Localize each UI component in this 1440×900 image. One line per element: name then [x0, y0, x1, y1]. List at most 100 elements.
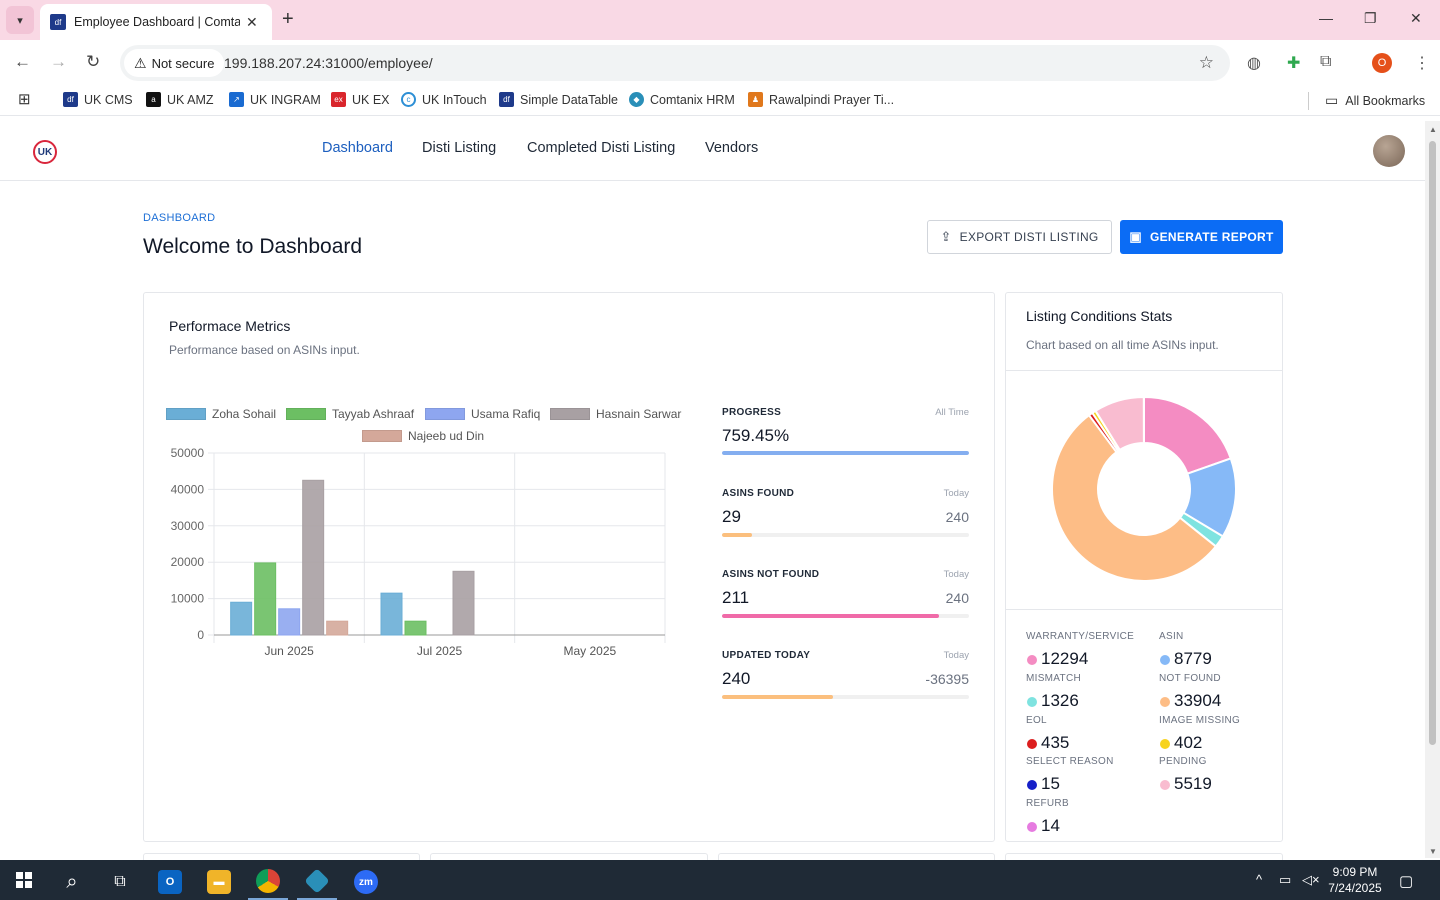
close-window-icon[interactable]: ✕: [1410, 10, 1422, 26]
bookmark-uk-ex[interactable]: ex UK EX: [331, 92, 390, 107]
stat-label-eol: EOL: [1026, 715, 1047, 726]
bookmark-comtanix-hrm[interactable]: ◆ Comtanix HRM: [629, 92, 735, 107]
legend-label: Usama Rafiq: [471, 407, 541, 421]
legend-item[interactable]: Hasnain Sarwar: [550, 407, 681, 421]
tray-chevron-up-icon[interactable]: ^: [1256, 872, 1263, 887]
legend-item[interactable]: Najeeb ud Din: [362, 429, 484, 443]
metric-target: -36395: [925, 671, 969, 687]
stat-value-refurb: 14: [1041, 816, 1060, 835]
generate-report-button[interactable]: ▣ GENERATE REPORT: [1120, 220, 1283, 254]
y-tick-label: 50000: [171, 446, 205, 460]
reload-icon[interactable]: ↻: [86, 52, 101, 71]
stat-label-refurb: REFURB: [1026, 798, 1069, 809]
metric-label: ASINS NOT FOUND: [722, 569, 820, 580]
export-disti-listing-button[interactable]: ⇪ EXPORT DISTI LISTING: [927, 220, 1112, 254]
metric-label: UPDATED TODAY: [722, 650, 811, 661]
user-avatar[interactable]: [1373, 135, 1405, 167]
profile-avatar-icon[interactable]: O: [1372, 53, 1392, 73]
legend-item[interactable]: Usama Rafiq: [425, 407, 540, 421]
extensions-puzzle-icon[interactable]: ⧉: [1320, 53, 1332, 70]
scroll-down-arrow-icon[interactable]: ▼: [1429, 847, 1437, 856]
search-icon[interactable]: ⌕: [66, 870, 78, 893]
system-clock[interactable]: 9:09 PM 7/24/2025: [1320, 864, 1390, 896]
stat-label-not-found: NOT FOUND: [1159, 673, 1221, 684]
stat-value-warranty-service: 12294: [1041, 649, 1089, 668]
page-scrollbar[interactable]: ▲ ▼: [1425, 121, 1440, 858]
listing-title: Listing Conditions Stats: [1026, 308, 1173, 324]
metric-progress-bar: [722, 533, 969, 537]
nav-disti-listing[interactable]: Disti Listing: [422, 140, 497, 156]
performance-card: Performace Metrics Performance based on …: [143, 292, 995, 842]
legend-item[interactable]: Tayyab Ashraaf: [286, 407, 414, 421]
stat-dot: [1027, 739, 1037, 749]
scroll-thumb[interactable]: [1429, 141, 1436, 745]
all-bookmarks[interactable]: ▭ All Bookmarks: [1325, 92, 1425, 109]
bookmark-simple-datatable[interactable]: df Simple DataTable: [499, 92, 618, 107]
extension-plus-icon[interactable]: ✚: [1287, 55, 1301, 72]
scroll-up-arrow-icon[interactable]: ▲: [1429, 125, 1437, 134]
back-arrow-icon[interactable]: ←: [14, 52, 31, 71]
windows-start-icon[interactable]: [16, 872, 32, 888]
bookmark-uk-ingram[interactable]: ↗ UK INGRAM: [229, 92, 321, 107]
legend-label: Tayyab Ashraaf: [332, 407, 415, 421]
tab-close-icon[interactable]: ✕: [246, 13, 258, 30]
address-bar[interactable]: ⚠ Not secure 199.188.207.24:31000/employ…: [120, 45, 1230, 81]
legend-label: Zoha Sohail: [212, 407, 277, 421]
zoom-icon[interactable]: zm: [346, 864, 386, 900]
warning-icon: ⚠: [134, 54, 147, 71]
divider: [1006, 370, 1282, 371]
new-tab-plus-icon[interactable]: +: [282, 8, 294, 30]
uk-logo-icon[interactable]: UK: [33, 140, 57, 164]
restore-icon[interactable]: ❐: [1364, 10, 1377, 26]
bookmark-uk-cms[interactable]: df UK CMS: [63, 92, 133, 107]
notifications-icon[interactable]: ▢: [1399, 873, 1414, 890]
df-icon: df: [499, 92, 514, 107]
chrome-icon[interactable]: [248, 864, 288, 900]
bar: [302, 479, 325, 636]
bookmark-rawalpindi-prayer[interactable]: ♟ Rawalpindi Prayer Ti...: [748, 92, 894, 107]
browser-tab-active[interactable]: df Employee Dashboard | Comtanix ✕: [40, 4, 272, 40]
apps-grid-icon[interactable]: ⊞: [18, 91, 31, 108]
legend-item[interactable]: Zoha Sohail: [166, 407, 276, 421]
security-chip[interactable]: ⚠ Not secure: [124, 49, 225, 77]
task-view-icon[interactable]: ⧉: [114, 873, 126, 890]
bookmark-uk-amz[interactable]: a UK AMZ: [146, 92, 214, 107]
kebab-menu-icon[interactable]: ⋮: [1414, 55, 1430, 72]
metric-label: PROGRESS: [722, 407, 782, 418]
forward-arrow-icon[interactable]: →: [50, 52, 67, 71]
minimize-icon[interactable]: —: [1319, 10, 1333, 26]
bookmark-label: UK InTouch: [422, 92, 487, 107]
bookmark-star-icon[interactable]: ☆: [1198, 53, 1214, 72]
stat-label-select-reason: SELECT REASON: [1026, 756, 1114, 767]
url-text[interactable]: 199.188.207.24:31000/employee/: [224, 55, 433, 71]
stat-label-image-missing: IMAGE MISSING: [1159, 715, 1241, 726]
stat-dot: [1160, 739, 1170, 749]
tab-search-chevron-icon[interactable]: ▾: [6, 6, 34, 34]
breadcrumb: DASHBOARD: [143, 212, 216, 224]
performance-bar-chart[interactable]: 0 10000 20000 30000 40000 50000 Jun 2025 Jul 20…: [144, 293, 704, 673]
listing-conditions-card: Listing Conditions Stats Chart based on …: [1005, 292, 1283, 842]
translate-globe-icon[interactable]: ◍: [1247, 55, 1261, 72]
bookmark-uk-intouch[interactable]: c UK InTouch: [401, 92, 487, 107]
tab-title: Employee Dashboard | Comtanix: [74, 15, 240, 29]
listing-subtitle: Chart based on all time ASINs input.: [1026, 338, 1219, 352]
nav-vendors[interactable]: Vendors: [705, 140, 759, 156]
app-icon[interactable]: [297, 864, 337, 900]
nav-dashboard[interactable]: Dashboard: [322, 140, 393, 156]
metric-progress-fill: [722, 614, 940, 618]
listing-doughnut-chart[interactable]: [1006, 371, 1282, 609]
file-explorer-icon[interactable]: ▬: [199, 864, 239, 900]
metric-period: Today: [943, 569, 969, 580]
stat-value-image-missing: 402: [1174, 733, 1203, 752]
y-tick-label: 10000: [171, 592, 205, 606]
performance-subtitle: Performance based on ASINs input.: [169, 343, 360, 357]
metric-period: All Time: [935, 407, 969, 418]
legend-swatch: [166, 408, 206, 420]
nav-completed-disti-listing[interactable]: Completed Disti Listing: [527, 140, 676, 156]
volume-muted-icon[interactable]: ◁×: [1302, 872, 1320, 887]
app-navbar: UK Dashboard Disti Listing Completed Dis…: [0, 121, 1425, 181]
metric-progress-bar: [722, 695, 969, 699]
network-icon[interactable]: ▭: [1279, 872, 1292, 887]
outlook-icon[interactable]: O: [150, 864, 190, 900]
metric-progress-fill: [722, 533, 752, 537]
